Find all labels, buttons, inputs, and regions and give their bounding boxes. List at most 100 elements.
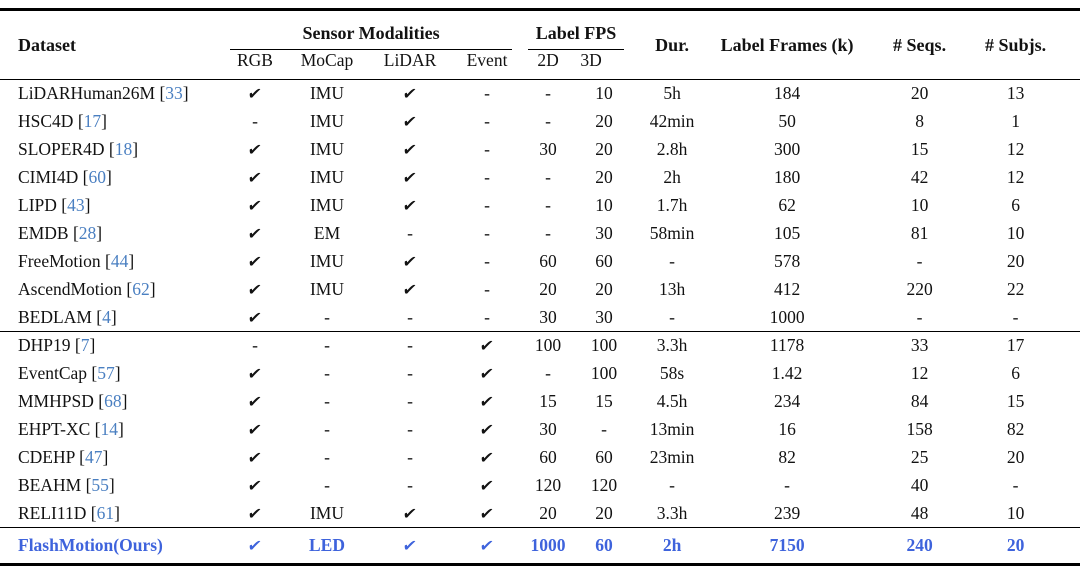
value-cell: 180: [773, 167, 801, 187]
column-header-num-subjs: # Subjs.: [985, 34, 1047, 55]
value-cell: 15: [595, 391, 613, 411]
dataset-name: EventCap: [18, 363, 88, 383]
citation-number[interactable]: 18: [114, 139, 133, 159]
column-group-label-fps: Label FPS: [520, 10, 632, 50]
value-cell: 13min: [649, 419, 695, 439]
table-row: RELI11D [61] ✔ IMU ✔ ✔ 20 20 3.3h 239 48 10: [0, 500, 1080, 528]
table-header: Dataset Sensor Modalities Label FPS Dur.…: [0, 10, 1080, 80]
citation-number[interactable]: 62: [132, 279, 150, 299]
citation-number[interactable]: 28: [78, 223, 97, 243]
table-row: FreeMotion [44] ✔ IMU ✔ - 60 60 - 578 - 20: [0, 248, 1080, 276]
citation-number[interactable]: 60: [88, 167, 106, 187]
dataset-name: AscendMotion: [18, 279, 123, 299]
citation-number[interactable]: 14: [100, 419, 119, 439]
value-cell: -: [484, 195, 490, 215]
check-icon: ✔: [478, 476, 496, 495]
check-icon: ✔: [366, 500, 454, 528]
value-cell: -: [324, 306, 330, 327]
value-cell: 5h: [663, 83, 681, 104]
citation-number[interactable]: 4: [102, 306, 111, 327]
value-cell: 7150: [769, 535, 805, 555]
value-cell: -: [1012, 306, 1019, 327]
value-cell: -: [545, 111, 551, 131]
value-cell: 240: [906, 535, 933, 555]
column-group-sensor-modalities: Sensor Modalities: [222, 10, 520, 50]
value-cell: -: [484, 251, 490, 271]
value-cell: 60: [539, 251, 557, 271]
dataset-cell: RELI11D [61]: [18, 502, 120, 523]
value-cell: 17: [1006, 335, 1025, 356]
value-cell: -: [545, 363, 551, 383]
check-icon: ✔: [454, 528, 520, 565]
check-icon: ✔: [246, 196, 264, 215]
value-cell: 20: [539, 502, 557, 523]
check-icon: ✔: [222, 220, 288, 248]
value-cell: -: [324, 335, 330, 356]
check-icon: ✔: [246, 307, 264, 327]
column-header-label-frames: Label Frames (k): [720, 34, 854, 55]
table-row: LIPD [43] ✔ IMU ✔ - - 10 1.7h 62 10 6: [0, 192, 1080, 220]
citation-number[interactable]: 47: [84, 447, 103, 467]
value-cell: 20: [539, 279, 557, 299]
check-icon: ✔: [222, 136, 288, 164]
value-cell: 30: [539, 139, 557, 159]
check-icon: ✔: [454, 332, 520, 360]
value-cell: 412: [773, 279, 801, 299]
check-icon: ✔: [246, 503, 264, 523]
citation-number[interactable]: 68: [104, 391, 122, 411]
value-cell: -: [784, 475, 790, 495]
value-cell: 84: [910, 391, 929, 411]
value-cell: 120: [534, 475, 562, 495]
value-cell: IMU: [309, 251, 345, 271]
value-cell: -: [601, 419, 607, 439]
value-cell: 20: [595, 167, 613, 187]
value-cell: 10: [1006, 223, 1025, 243]
citation-number[interactable]: 55: [91, 475, 109, 495]
value-cell: 82: [1006, 419, 1025, 439]
citation-number[interactable]: 33: [165, 83, 183, 104]
value-cell: 12: [910, 363, 929, 383]
dataset-cell: EventCap [57]: [18, 363, 121, 383]
value-cell: -: [545, 223, 551, 243]
check-icon: ✔: [366, 108, 454, 136]
check-icon: ✔: [478, 420, 496, 439]
value-cell: 2h: [663, 167, 681, 187]
value-cell: 42min: [649, 111, 695, 131]
value-cell: 120: [590, 475, 618, 495]
citation-number[interactable]: 57: [97, 363, 115, 383]
value-cell: -: [407, 475, 413, 495]
value-cell: 578: [773, 251, 801, 271]
citation-number[interactable]: 43: [67, 195, 85, 215]
value-cell: -: [545, 83, 551, 104]
dataset-name: FlashMotion(Ours): [18, 535, 163, 555]
value-cell: 12: [1006, 167, 1025, 187]
value-cell: -: [407, 335, 413, 356]
check-icon: ✔: [478, 448, 496, 467]
dataset-cell: FreeMotion [44]: [18, 251, 135, 271]
citation-number[interactable]: 61: [96, 502, 115, 523]
value-cell: 30: [539, 306, 557, 327]
value-cell: 60: [595, 535, 613, 555]
dataset-name: FreeMotion: [18, 251, 101, 271]
value-cell: 23min: [649, 447, 695, 467]
value-cell: 20: [595, 279, 613, 299]
check-icon: ✔: [246, 280, 264, 299]
value-cell: 40: [910, 475, 929, 495]
check-icon: ✔: [401, 280, 419, 299]
sensor-modalities-label: Sensor Modalities: [230, 23, 513, 50]
value-cell: 184: [773, 83, 801, 104]
citation-number[interactable]: 17: [83, 111, 102, 131]
value-cell: 1000: [530, 535, 566, 555]
citation-number[interactable]: 7: [80, 335, 90, 356]
value-cell: 60: [595, 251, 613, 271]
column-header-rgb: RGB: [237, 49, 273, 70]
dataset-name: BEDLAM: [18, 306, 92, 327]
dataset-name: DHP19: [18, 335, 71, 356]
value-cell: 234: [773, 391, 801, 411]
check-icon: ✔: [222, 360, 288, 388]
citation-number[interactable]: 44: [110, 251, 129, 271]
dataset-cell: FlashMotion(Ours): [0, 528, 222, 565]
check-icon: ✔: [222, 528, 288, 565]
value-cell: 10: [595, 195, 613, 215]
value-cell: 25: [910, 447, 929, 467]
